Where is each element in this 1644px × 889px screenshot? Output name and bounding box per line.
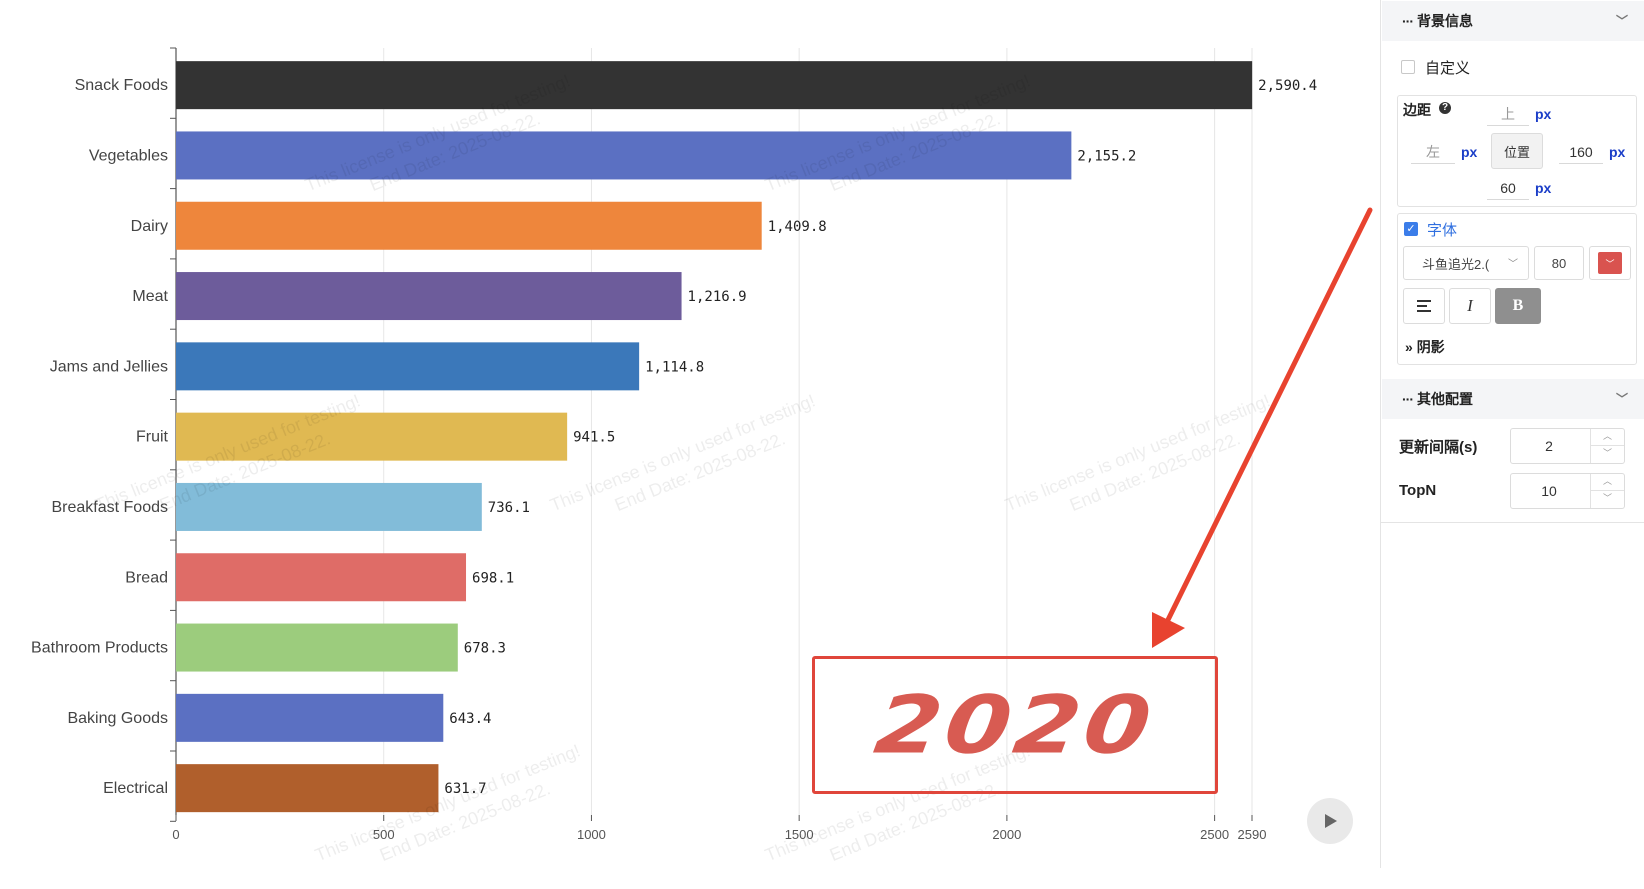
category-label: Baking Goods xyxy=(67,710,168,727)
align-left-icon xyxy=(1417,300,1431,312)
value-label: 643.4 xyxy=(449,711,491,727)
bar xyxy=(176,272,682,321)
category-label: Vegetables xyxy=(89,147,168,164)
category-label: Bathroom Products xyxy=(31,640,168,657)
margin-group xyxy=(1397,95,1637,207)
unit-label: px xyxy=(1609,144,1626,160)
x-tick-label: 1500 xyxy=(785,827,814,842)
italic-button[interactable]: I xyxy=(1449,288,1491,324)
category-label: Electrical xyxy=(103,780,168,797)
chevron-down-icon: ﹀ xyxy=(1615,392,1628,406)
font-group xyxy=(1397,213,1637,365)
bar xyxy=(176,764,439,813)
margin-bottom-input[interactable] xyxy=(1487,177,1529,200)
help-icon: ? xyxy=(1439,102,1451,114)
dots-icon: ··· xyxy=(1402,391,1414,407)
category-label: Fruit xyxy=(136,429,169,446)
bold-button[interactable]: B xyxy=(1495,288,1541,324)
double-chevron-right-icon: » xyxy=(1405,339,1413,355)
x-tick-label: 500 xyxy=(373,827,395,842)
topn-label: TopN xyxy=(1399,482,1437,499)
unit-label: px xyxy=(1535,180,1552,196)
value-label: 736.1 xyxy=(488,500,530,516)
interval-input[interactable] xyxy=(1511,429,1587,463)
category-label: Jams and Jellies xyxy=(50,358,168,375)
value-label: 941.5 xyxy=(573,430,615,446)
category-label: Snack Foods xyxy=(75,77,168,94)
bar xyxy=(176,693,444,742)
decrement-icon[interactable]: ﹀ xyxy=(1590,446,1624,463)
color-swatch: ﹀ xyxy=(1598,252,1622,274)
font-family-value: 斗鱼追光2.( xyxy=(1422,256,1490,272)
italic-icon: I xyxy=(1467,296,1473,315)
chevron-down-icon: ﹀ xyxy=(1508,259,1518,270)
unit-label: px xyxy=(1535,106,1552,122)
bar xyxy=(176,342,640,391)
value-label: 698.1 xyxy=(472,570,514,586)
category-label: Bread xyxy=(125,569,168,586)
margin-top-input[interactable] xyxy=(1487,103,1529,126)
play-button[interactable] xyxy=(1307,798,1353,844)
bar xyxy=(176,412,568,461)
unit-label: px xyxy=(1461,144,1478,160)
bold-icon: B xyxy=(1512,297,1524,314)
bar xyxy=(176,201,762,250)
x-tick-label: 2500 xyxy=(1200,827,1229,842)
shadow-label: 阴影 xyxy=(1416,339,1445,355)
settings-panel: ··· 背景信息 ﹀ 自定义 边距 ? px px 位置 px px ✓ 字体 … xyxy=(1380,0,1644,868)
value-label: 1,114.8 xyxy=(645,359,704,375)
bar-chart-race: 0 500 1000 1500 2000 2500 2590 Snack Foods 2,590… xyxy=(31,47,1373,865)
topn-input[interactable] xyxy=(1511,474,1587,508)
custom-checkbox[interactable] xyxy=(1401,60,1415,74)
font-label: 字体 xyxy=(1427,222,1458,239)
margin-left-input[interactable] xyxy=(1411,141,1455,164)
font-family-select[interactable]: 斗鱼追光2.( ﹀ xyxy=(1403,246,1529,280)
font-size-value: 80 xyxy=(1551,255,1567,271)
topn-stepper[interactable]: ︿ ﹀ xyxy=(1510,473,1625,509)
interval-label: 更新间隔(s) xyxy=(1399,439,1478,456)
position-button[interactable]: 位置 xyxy=(1491,133,1543,169)
shadow-expander[interactable]: » 阴影 xyxy=(1405,337,1445,357)
section-title: 其他配置 xyxy=(1417,391,1473,407)
align-left-button[interactable] xyxy=(1403,288,1445,324)
increment-icon[interactable]: ︿ xyxy=(1590,474,1624,491)
section-title: 背景信息 xyxy=(1417,13,1473,29)
margin-label: 边距 xyxy=(1403,102,1431,118)
value-label: 1,216.9 xyxy=(688,289,747,305)
background-section-header[interactable]: ··· 背景信息 ﹀ xyxy=(1382,1,1644,41)
x-tick-label: 1000 xyxy=(577,827,606,842)
year-label: 2020 xyxy=(869,678,1161,772)
bar xyxy=(176,553,467,602)
interval-stepper[interactable]: ︿ ﹀ xyxy=(1510,428,1625,464)
x-tick-label: 2590 xyxy=(1238,827,1267,842)
increment-icon[interactable]: ︿ xyxy=(1590,429,1624,446)
bar xyxy=(176,131,1072,180)
value-label: 678.3 xyxy=(464,641,506,657)
play-icon xyxy=(1325,814,1337,828)
year-label-box: 2020 xyxy=(812,656,1218,794)
dots-icon: ··· xyxy=(1402,13,1414,29)
category-label: Breakfast Foods xyxy=(52,499,169,516)
section-divider xyxy=(1381,522,1644,523)
value-label: 1,409.8 xyxy=(768,219,827,235)
value-label: 2,590.4 xyxy=(1258,78,1317,94)
custom-label: 自定义 xyxy=(1425,60,1471,77)
decrement-icon[interactable]: ﹀ xyxy=(1590,491,1624,508)
x-tick-label: 0 xyxy=(172,827,179,842)
font-color-picker[interactable]: ﹀ xyxy=(1589,246,1631,280)
category-label: Meat xyxy=(132,288,168,305)
bar xyxy=(176,482,482,531)
font-size-input[interactable]: 80 xyxy=(1534,246,1584,280)
bar xyxy=(176,623,458,672)
margin-right-input[interactable] xyxy=(1559,141,1603,164)
font-checkbox[interactable]: ✓ xyxy=(1404,222,1418,236)
other-section-header[interactable]: ··· 其他配置 ﹀ xyxy=(1382,379,1644,419)
x-tick-label: 2000 xyxy=(992,827,1021,842)
value-label: 631.7 xyxy=(444,781,486,797)
chart-svg: 0 500 1000 1500 2000 2500 2590 Snack Foods 2,590… xyxy=(31,47,1317,842)
value-label: 2,155.2 xyxy=(1077,148,1136,164)
bar xyxy=(176,61,1253,110)
category-label: Dairy xyxy=(131,218,168,235)
chevron-down-icon: ﹀ xyxy=(1615,14,1628,28)
